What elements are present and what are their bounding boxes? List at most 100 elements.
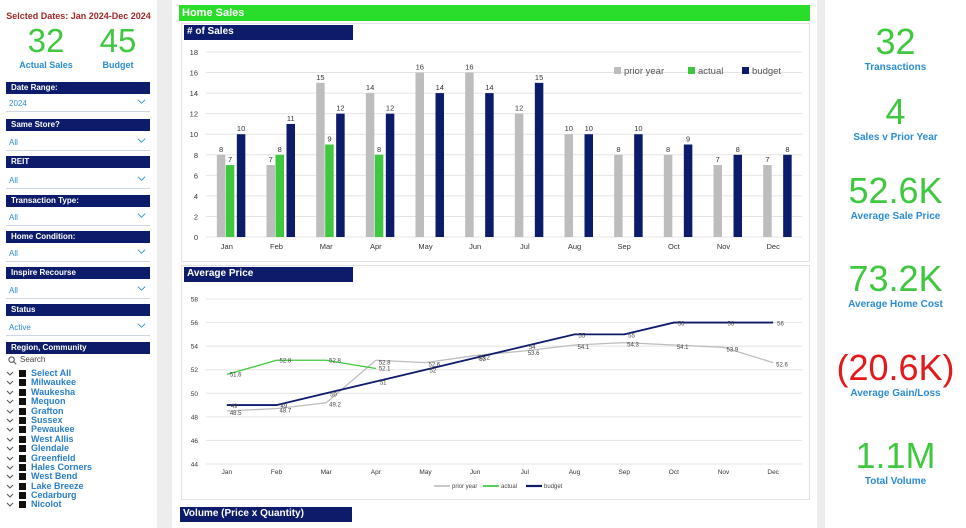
line-data-label: 53.9	[727, 347, 739, 353]
chevron-down-icon[interactable]	[6, 426, 14, 433]
home-condition-select[interactable]: All	[6, 245, 150, 262]
actual-sales-label: Actual Sales	[19, 60, 73, 70]
region-item-label: Glendale	[31, 443, 70, 454]
same-store-select[interactable]: All	[6, 134, 150, 151]
chevron-down-icon[interactable]	[6, 408, 14, 415]
reit-select[interactable]: All	[6, 172, 150, 189]
region-checkbox[interactable]	[19, 463, 26, 471]
region-checkbox[interactable]	[19, 501, 26, 509]
total-volume-label: Total Volume	[864, 476, 927, 487]
line-data-label: 48.7	[280, 409, 292, 415]
sales-v-prior-kpi: 4 Sales v Prior Year	[825, 91, 966, 144]
region-checkbox[interactable]	[19, 454, 26, 462]
avg-sale-price-label: Average Sale Price	[850, 211, 941, 222]
bar-data-label: 12	[515, 104, 523, 113]
bar-data-label: 7	[765, 155, 769, 164]
chevron-down-icon[interactable]	[6, 483, 14, 490]
chevron-down-icon[interactable]	[6, 417, 14, 424]
line-data-label: 54.3	[627, 343, 639, 349]
chevron-down-icon[interactable]	[6, 389, 14, 396]
bar-prior-year	[216, 154, 226, 237]
bar-budget	[634, 134, 643, 237]
region-item-label: Hales Corners	[31, 461, 93, 472]
region-item[interactable]: Milwaukee	[6, 378, 156, 387]
region-item[interactable]: Nicolot	[6, 500, 156, 509]
region-item[interactable]: Grafton	[6, 406, 156, 416]
y-tick-label: 6	[194, 171, 198, 180]
region-checkbox[interactable]	[19, 398, 26, 406]
region-item[interactable]: Hales Corners	[6, 461, 156, 472]
date-range-label: Date Range:	[6, 82, 150, 94]
avg-sale-price-value: 52.6K	[848, 170, 943, 211]
chevron-down-icon[interactable]	[6, 501, 14, 508]
legend-label: prior year	[624, 66, 664, 77]
region-checkbox[interactable]	[19, 435, 26, 443]
legend-label: actual	[501, 484, 517, 490]
region-search-input[interactable]: Search	[6, 355, 150, 367]
chevron-down-icon	[137, 286, 146, 291]
region-item[interactable]: Pewaukee	[6, 425, 156, 434]
chevron-down-icon[interactable]	[6, 445, 14, 452]
chevron-down-icon	[137, 138, 146, 143]
line-budget	[226, 321, 774, 406]
y-tick-label: 2	[194, 212, 198, 221]
transaction-type-select[interactable]: All	[6, 209, 150, 226]
chevron-down-icon[interactable]	[6, 370, 14, 377]
y-tick-label: 14	[190, 89, 198, 98]
inspire-recourse-select[interactable]: All	[6, 282, 150, 299]
x-tick-label: Dec	[767, 469, 779, 476]
line-prior-year	[226, 341, 774, 412]
bar-budget	[286, 123, 295, 237]
region-item-label: Milwaukee	[31, 377, 77, 388]
bar-data-label: 9	[327, 135, 331, 144]
region-checkbox[interactable]	[19, 379, 26, 387]
region-checkbox[interactable]	[19, 426, 26, 434]
x-tick-label: Jan	[222, 469, 233, 476]
region-checkbox[interactable]	[19, 370, 26, 377]
chevron-down-icon[interactable]	[6, 464, 14, 471]
chevron-down-icon[interactable]	[6, 492, 14, 499]
region-item[interactable]: Sussex	[6, 415, 156, 425]
region-item[interactable]: West Allis	[6, 434, 156, 444]
bar-data-label: 14	[485, 83, 493, 92]
line-data-label: 52.8	[280, 358, 292, 364]
avg-gain-loss-label: Average Gain/Loss	[850, 388, 941, 399]
region-checkbox[interactable]	[19, 492, 26, 500]
date-range-select[interactable]: 2024	[6, 95, 150, 112]
bar-prior-year	[614, 154, 623, 237]
region-list: Select All Milwaukee Waukesha Mequon Grafton…	[6, 368, 156, 510]
region-item[interactable]: Glendale	[6, 443, 156, 454]
x-tick-label: Jul	[520, 242, 530, 251]
region-checkbox[interactable]	[19, 407, 26, 415]
region-checkbox[interactable]	[19, 445, 26, 453]
chevron-down-icon[interactable]	[6, 436, 14, 443]
x-tick-label: Mar	[321, 469, 333, 476]
region-checkbox[interactable]	[19, 473, 26, 481]
region-item[interactable]: Greenfield	[6, 453, 156, 463]
region-item[interactable]: Mequon	[6, 396, 156, 406]
same-store-label: Same Store?	[6, 119, 150, 131]
region-item-label: Select All	[31, 368, 72, 378]
region-checkbox[interactable]	[19, 416, 26, 424]
region-checkbox[interactable]	[19, 388, 26, 396]
chevron-down-icon[interactable]	[6, 379, 14, 386]
x-tick-label: Apr	[370, 242, 382, 251]
legend-swatch	[742, 67, 749, 74]
region-item[interactable]: Select All	[6, 368, 156, 378]
chevron-down-icon[interactable]	[6, 455, 14, 462]
line-data-label: 52.6	[776, 363, 788, 369]
region-item[interactable]: Waukesha	[6, 387, 156, 397]
chevron-down-icon[interactable]	[6, 398, 14, 405]
region-item[interactable]: Lake Breeze	[6, 481, 156, 491]
chevron-down-icon[interactable]	[6, 473, 14, 480]
bar-data-label: 8	[219, 145, 223, 154]
bar-prior-year	[713, 165, 722, 237]
region-checkbox[interactable]	[19, 482, 26, 490]
status-value: Active	[9, 323, 31, 332]
home-condition-value: All	[9, 249, 18, 258]
sales-v-prior-value: 4	[885, 91, 906, 132]
bar-actual	[325, 144, 334, 237]
region-item[interactable]: Cedarburg	[6, 490, 156, 500]
status-select[interactable]: Active	[6, 319, 150, 336]
region-item[interactable]: West Bend	[6, 472, 156, 481]
